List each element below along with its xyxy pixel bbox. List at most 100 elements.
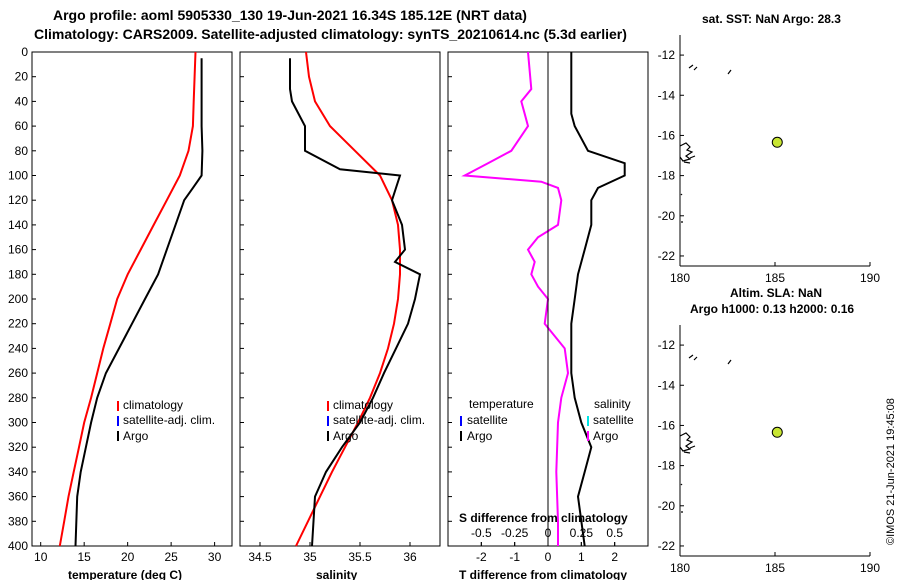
profile-curves: [58, 51, 626, 547]
depth-tick-label: 220: [8, 317, 28, 331]
x-tick-label: 35: [303, 550, 317, 564]
depth-tick-label: 100: [8, 169, 28, 183]
map2-longitude-tick-labels: 180 185 190: [670, 552, 880, 575]
depth-tick-label: 60: [15, 119, 29, 133]
reef-marks: [680, 193, 683, 223]
depth-tick-label: 320: [8, 440, 28, 454]
longitude-tick-label: 185: [765, 561, 785, 575]
x-tick-label: -2: [476, 550, 487, 564]
depth-tick-label: 240: [8, 341, 28, 355]
temperature-legend: climatology satellite-adj. clim. Argo: [117, 398, 215, 443]
series-line-argo: [74, 58, 204, 547]
series-line-climatology: [58, 51, 197, 547]
legend-label-argo: Argo: [123, 429, 149, 443]
x-tick-label: 25: [164, 550, 178, 564]
depth-tick-label: 120: [8, 193, 28, 207]
legend-label-t-argo: Argo: [467, 429, 493, 443]
map1-title: sat. SST: NaN Argo: 28.3: [702, 12, 841, 26]
island-outline: [688, 354, 732, 365]
sla-map: [679, 325, 870, 557]
x-tick-label: 0.25: [570, 526, 594, 540]
map2-coastline: [679, 354, 732, 513]
latitude-tick-label: -16: [658, 128, 676, 142]
latitude-tick-label: -12: [658, 338, 676, 352]
latitude-tick-label: -20: [658, 209, 676, 223]
x-tick-label: 20: [121, 550, 135, 564]
legend-label-argo: Argo: [333, 429, 359, 443]
depth-axis-tick-labels: 0 20 40 60 80 100 120 140 160 180 200 220 240 260 280 3…: [8, 45, 28, 553]
x-tick-label: 1: [578, 550, 585, 564]
longitude-tick-label: 190: [860, 561, 880, 575]
legend-swatch-s-satellite: [587, 416, 589, 426]
latitude-tick-label: -20: [658, 499, 676, 513]
legend-label-satellite: satellite-adj. clim.: [123, 413, 215, 427]
legend-label-s-argo: Argo: [593, 429, 619, 443]
reef-marks: [680, 483, 683, 513]
depth-tick-label: 20: [15, 70, 29, 84]
latitude-tick-label: -14: [658, 88, 676, 102]
salinity-x-axis-label: salinity: [316, 568, 358, 580]
legend-swatch-climatology: [117, 401, 119, 411]
depth-tick-label: 140: [8, 218, 28, 232]
legend-label-satellite: satellite-adj. clim.: [333, 413, 425, 427]
map2-argo-location-marker: [771, 426, 783, 438]
x-tick-label: -1: [509, 550, 520, 564]
legend-swatch-climatology: [327, 401, 329, 411]
latitude-tick-label: -14: [658, 378, 676, 392]
x-tick-label: 30: [208, 550, 222, 564]
s-difference-axis-label: S difference from climatology: [459, 511, 628, 525]
x-tick-label: 0: [545, 550, 552, 564]
salinity-plot-frame: [239, 51, 441, 547]
legend-label-climatology: climatology: [123, 398, 183, 412]
latitude-tick-label: -22: [658, 539, 676, 553]
depth-tick-label: 200: [8, 292, 28, 306]
fiji-outline: [679, 142, 696, 164]
map2-latitude-tick-labels: -12 -14 -16 -18 -20 -22: [658, 338, 684, 553]
legend-swatch-satellite: [117, 416, 119, 426]
depth-tick-label: 340: [8, 465, 28, 479]
depth-tick-label: 280: [8, 391, 28, 405]
x-tick-label: 35.5: [348, 550, 372, 564]
title-line-1: Argo profile: aoml 5905330_130 19-Jun-20…: [53, 7, 527, 23]
latitude-tick-label: -12: [658, 48, 676, 62]
x-tick-label: 34.5: [248, 550, 272, 564]
longitude-tick-label: 180: [670, 271, 690, 285]
depth-tick-label: 160: [8, 243, 28, 257]
title-line-2: Climatology: CARS2009. Satellite-adjuste…: [34, 26, 627, 42]
legend-label-climatology: climatology: [333, 398, 393, 412]
latitude-tick-label: -18: [658, 169, 676, 183]
difference-legend: temperature satellite Argo salinity sate…: [460, 397, 634, 443]
legend-swatch-argo: [117, 431, 119, 441]
legend-label-s-satellite: satellite: [593, 413, 634, 427]
latitude-tick-label: -22: [658, 249, 676, 263]
map2-subtitle: Argo h1000: 0.13 h2000: 0.16: [690, 302, 854, 316]
depth-tick-label: 260: [8, 366, 28, 380]
imos-credit: ©IMOS 21-Jun-2021 19:45:08: [885, 398, 897, 545]
temperature-x-tick-labels: 10 15 20 25 30: [34, 550, 222, 564]
depth-tick-label: 0: [21, 45, 28, 59]
x-tick-label: 0.5: [606, 526, 623, 540]
series-line-argo: [289, 58, 422, 547]
depth-tick-label: 400: [8, 539, 28, 553]
t-difference-axis-label: T difference from climatology: [459, 568, 627, 580]
depth-tick-label: 40: [15, 94, 29, 108]
map2-title: Altim. SLA: NaN: [730, 286, 822, 300]
axis-tick-marks: [32, 51, 616, 547]
depth-tick-label: 80: [15, 144, 29, 158]
sst-map: [679, 35, 870, 267]
latitude-tick-label: -18: [658, 459, 676, 473]
legend-swatch-s-argo: [587, 431, 589, 441]
depth-tick-label: 380: [8, 514, 28, 528]
legend-title-temperature: temperature: [469, 397, 534, 411]
fiji-outline: [679, 432, 696, 454]
x-tick-label: 36: [403, 550, 417, 564]
legend-swatch-argo: [327, 431, 329, 441]
difference-x-tick-labels: -2 -1 0 1 2: [476, 550, 618, 564]
depth-tick-label: 360: [8, 490, 28, 504]
longitude-tick-label: 180: [670, 561, 690, 575]
legend-title-salinity: salinity: [594, 397, 631, 411]
depth-tick-label: 180: [8, 267, 28, 281]
longitude-tick-label: 185: [765, 271, 785, 285]
